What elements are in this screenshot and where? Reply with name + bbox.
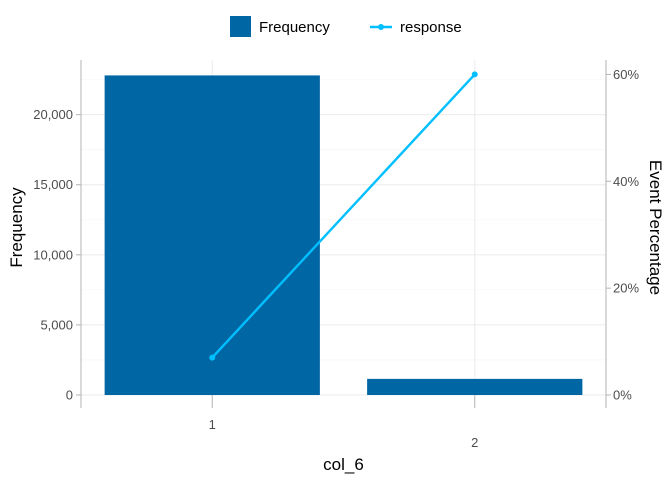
legend-response-point — [378, 24, 384, 30]
x-axis-title: col_6 — [323, 455, 364, 474]
left-tick-label: 5,000 — [40, 317, 73, 332]
left-y-axis-title: Frequency — [7, 187, 26, 268]
response-line — [209, 71, 478, 361]
bar-2 — [367, 378, 583, 395]
right-tick-label: 0% — [613, 388, 632, 403]
x-ticks: 12 — [209, 395, 478, 450]
x-tick-label: 2 — [471, 435, 478, 450]
legend-response-label: response — [400, 19, 462, 36]
left-tick-label: 10,000 — [33, 247, 73, 262]
response-point-1 — [209, 354, 216, 361]
legend-frequency-swatch — [230, 16, 251, 37]
left-ticks: 0 5,000 10,000 15,000 20,000 — [33, 107, 81, 403]
left-tick-label: 20,000 — [33, 107, 73, 122]
bar-1 — [104, 75, 320, 396]
bars — [104, 75, 583, 396]
response-point-2 — [471, 71, 478, 78]
response-line-path — [211, 73, 476, 359]
right-y-axis-title: Event Percentage — [646, 160, 665, 295]
legend: Frequency response — [230, 16, 462, 37]
x-tick-label: 1 — [209, 417, 216, 432]
right-tick-label: 40% — [613, 174, 639, 189]
axes — [80, 60, 607, 408]
right-tick-label: 20% — [613, 281, 639, 296]
legend-frequency-label: Frequency — [259, 19, 330, 36]
left-tick-label: 0 — [66, 388, 73, 403]
right-tick-label: 60% — [613, 67, 639, 82]
right-ticks: 0% 20% 40% 60% — [606, 67, 639, 403]
left-tick-label: 15,000 — [33, 177, 73, 192]
